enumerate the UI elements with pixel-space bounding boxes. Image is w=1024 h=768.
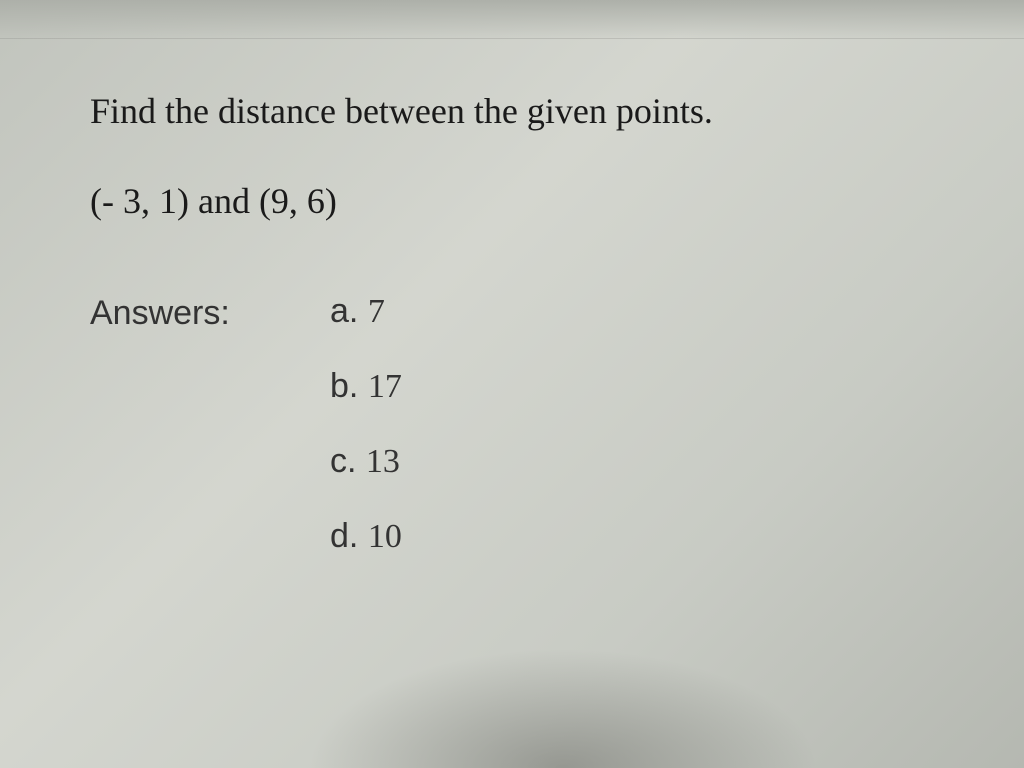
answer-options-list: a. 7 b. 17 c. 13 d. 10 bbox=[330, 292, 402, 556]
answer-option-b: b. 17 bbox=[330, 367, 402, 406]
option-letter: b. bbox=[330, 367, 358, 405]
answer-option-c: c. 13 bbox=[330, 442, 402, 481]
answer-option-a: a. 7 bbox=[330, 292, 402, 331]
option-letter: c. bbox=[330, 442, 356, 480]
option-letter: a. bbox=[330, 292, 358, 330]
worksheet-page: Find the distance between the given poin… bbox=[0, 0, 1024, 768]
option-value: 17 bbox=[368, 368, 402, 405]
option-value: 10 bbox=[368, 518, 402, 555]
question-text: Find the distance between the given poin… bbox=[90, 90, 944, 132]
option-value: 13 bbox=[366, 443, 400, 480]
answers-section: Answers: a. 7 b. 17 c. 13 d. 10 bbox=[90, 292, 944, 556]
question-points: (- 3, 1) and (9, 6) bbox=[90, 180, 944, 222]
option-value: 7 bbox=[368, 293, 385, 330]
option-letter: d. bbox=[330, 517, 358, 555]
answer-option-d: d. 10 bbox=[330, 517, 402, 556]
answers-label: Answers: bbox=[90, 292, 330, 333]
